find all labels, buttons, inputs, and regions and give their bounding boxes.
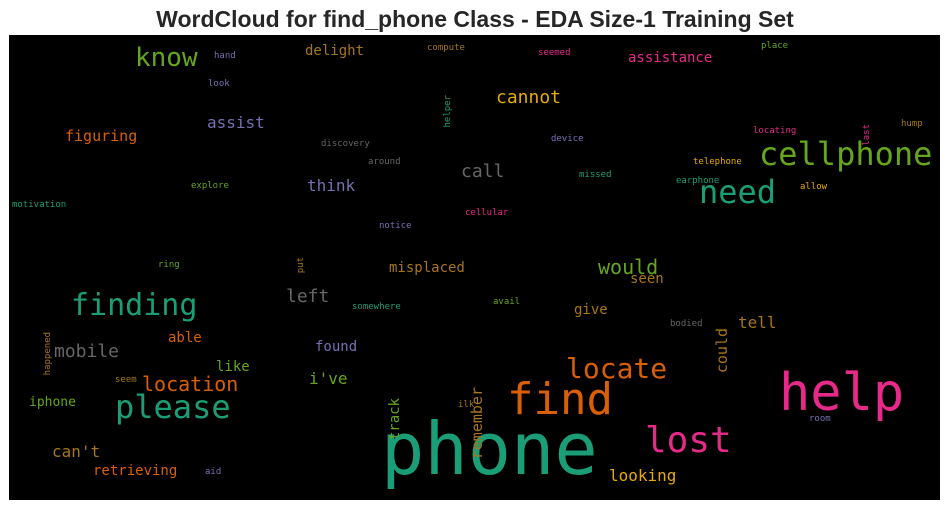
word-happened: happened [43,332,53,376]
word-finding: finding [71,288,198,323]
word-track: track [387,398,403,441]
word-ilk: ilk [458,400,475,410]
word-would: would [598,255,659,279]
word-device: device [551,134,584,144]
word-please: please [115,388,231,426]
word-ring: ring [158,260,180,270]
word-cellphone: cellphone [759,135,933,173]
word-explore: explore [191,181,229,191]
word-tell: tell [738,313,777,332]
word-like: like [216,359,250,375]
word-last: last [862,124,872,146]
word-find: find [507,374,613,425]
word-hand: hand [214,51,236,61]
word-know: know [135,43,198,73]
word-compute: compute [427,43,465,53]
word-telephone: telephone [693,157,742,167]
word-cellular: cellular [465,208,509,218]
word-delight: delight [305,43,365,59]
word-place: place [761,41,789,51]
word-need: need [699,173,777,211]
word-assist: assist [207,113,265,132]
word-aid: aid [205,467,222,477]
word-around: around [368,157,401,167]
word-room: room [809,414,831,424]
word-think: think [307,176,356,195]
word-give: give [574,302,608,318]
word-call: call [461,161,505,182]
word-looking: looking [609,466,677,485]
word-helper: helper [443,95,453,128]
word-lost: lost [645,420,732,461]
word-found: found [315,339,358,355]
word-hump: hump [901,119,923,129]
word-discovery: discovery [321,139,370,149]
word-able: able [168,330,202,346]
word-seemed: seemed [538,48,571,58]
word-phone: phone [381,407,598,491]
word-avail: avail [493,297,521,307]
word-seen: seen [630,271,664,287]
word-motivation: motivation [12,200,67,210]
word-bodied: bodied [670,319,703,329]
word-seem: seem [115,375,137,385]
word-locating: locating [753,126,797,136]
word-help: help [779,363,905,423]
wordcloud-panel: phone help find cellphone lost need please find… [9,35,940,500]
word-earphone: earphone [676,176,720,186]
word-left: left [286,286,330,307]
word-could: could [713,328,731,374]
word-somewhere: somewhere [352,302,401,312]
word-misplaced: misplaced [389,260,465,276]
word-allow: allow [800,182,828,192]
word-i-ve: i've [309,369,348,388]
word-locate: locate [566,352,668,385]
word-cannot: cannot [496,87,562,108]
chart-title: WordCloud for find_phone Class - EDA Siz… [156,6,794,32]
word-iphone: iphone [29,395,76,410]
word-retrieving: retrieving [93,463,178,479]
word-notice: notice [379,221,412,231]
word-mobile: mobile [54,341,120,362]
word-put: put [296,257,306,274]
word-location: location [142,372,239,396]
word-missed: missed [579,170,612,180]
word-remember: remember [468,387,486,460]
word-figuring: figuring [65,127,138,145]
word-look: look [208,79,230,89]
word-can-t: can't [52,442,101,461]
word-assistance: assistance [628,50,713,66]
